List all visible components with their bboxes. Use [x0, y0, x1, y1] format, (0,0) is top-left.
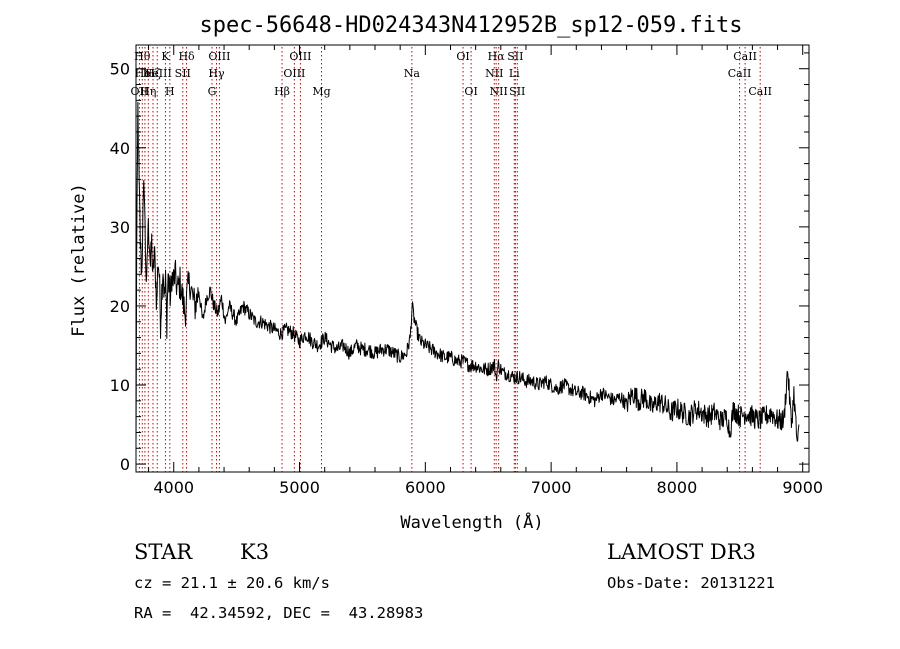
line-label-24: SII [507, 50, 523, 63]
x-axis-label: Wavelength (Å) [400, 511, 543, 533]
y-axis-label: Flux (relative) [69, 183, 89, 337]
line-label-7: H [165, 85, 175, 98]
spectral-subclass: K3 [240, 540, 270, 564]
line-label-0: OII [131, 85, 149, 98]
line-label-21: Hα [488, 50, 506, 63]
x-tick-label: 6000 [405, 478, 446, 497]
line-label-18: OI [456, 50, 469, 63]
line-label-28: CaII [748, 85, 772, 98]
line-label-14: OIII [283, 67, 305, 80]
chart-title: spec-56648-HD024343N412952B_sp12-059.fit… [199, 13, 742, 38]
x-tick-label: 7000 [531, 478, 572, 497]
spectrum-line [135, 101, 800, 443]
line-label-16: Mg [312, 85, 330, 98]
y-tick-label: 50 [110, 60, 130, 79]
line-label-25: SII [509, 85, 525, 98]
line-label-11: Hγ [208, 67, 225, 80]
line-label-2: HeI [135, 67, 155, 80]
line-label-15: OIII [289, 50, 311, 63]
x-tick-label: 8000 [657, 478, 698, 497]
x-tick-label: 4000 [153, 478, 194, 497]
line-label-12: OIII [208, 50, 230, 63]
obs-date: Obs-Date: 20131221 [607, 574, 775, 592]
survey-name: LAMOST DR3 [607, 540, 756, 564]
line-label-9: Hδ [178, 50, 195, 63]
y-tick-label: 40 [110, 139, 130, 158]
line-label-17: Na [404, 67, 421, 80]
line-label-26: CaII [728, 67, 752, 80]
line-label-27: CaII [733, 50, 757, 63]
line-label-8: SII [175, 67, 191, 80]
axis-ticks: 4000 5000 6000 7000 8000 9000 0 10 20 30 40 50 [110, 45, 823, 497]
line-label-10: G [208, 85, 217, 98]
line-label-4: Hζ [145, 67, 161, 80]
x-tick-label: 9000 [782, 478, 823, 497]
line-label-5: NeIII [143, 67, 172, 80]
x-tick-label: 5000 [279, 478, 320, 497]
coordinates: RA = 42.34592, DEC = 43.28983 [134, 604, 424, 622]
line-label-23: Li [509, 67, 520, 80]
y-tick-label: 30 [110, 218, 130, 237]
object-class: STAR [134, 540, 193, 564]
y-tick-label: 0 [120, 455, 130, 474]
line-label-22: NII [490, 85, 508, 98]
line-label-3: Hη [140, 85, 156, 98]
line-label-13: Hβ [274, 85, 290, 98]
y-tick-label: 10 [110, 376, 130, 395]
spectrum-curve-layer [135, 101, 800, 443]
line-label-6: K [161, 50, 170, 63]
line-label-20: NII [485, 67, 503, 80]
y-tick-label: 20 [110, 297, 130, 316]
line-label-19: OI [464, 85, 477, 98]
redshift-text: cz = 21.1 ± 20.6 km/s [134, 574, 330, 592]
